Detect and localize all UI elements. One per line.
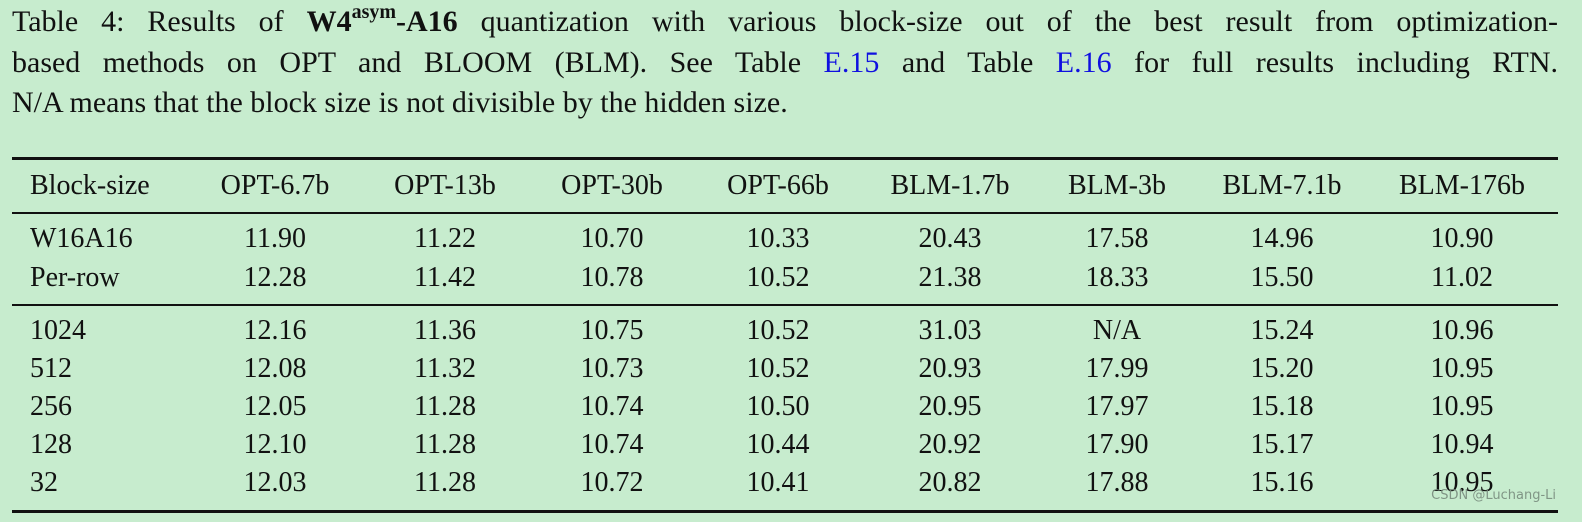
header-cell: OPT-66b [727, 170, 829, 201]
table-cell: 17.97 [1085, 391, 1149, 422]
caption-link[interactable]: E.15 [823, 46, 880, 79]
table-cell: 11.42 [414, 262, 476, 293]
caption-text: for full results including RTN. [1111, 46, 1559, 79]
caption-line: based methods on OPT and BLOOM (BLM). Se… [12, 43, 1558, 83]
table-cell: 20.82 [918, 467, 982, 498]
header-cell: BLM-3b [1068, 170, 1166, 201]
row-label: Per-row [30, 262, 120, 293]
table-cell: 18.33 [1085, 262, 1149, 293]
row-label: 1024 [30, 315, 86, 346]
row-label: 256 [30, 391, 72, 422]
header-cell: OPT-13b [394, 170, 496, 201]
table-cell: 11.36 [414, 315, 476, 346]
caption-text: and Table [879, 46, 1056, 79]
table-cell: 10.95 [1430, 391, 1494, 422]
table-cell: 10.72 [580, 467, 644, 498]
row-label: 32 [30, 467, 58, 498]
table-cell: 12.28 [243, 262, 307, 293]
header-cell: BLM-7.1b [1222, 170, 1342, 201]
table-cell: 31.03 [918, 315, 982, 346]
table-cell: 17.88 [1085, 467, 1149, 498]
caption-text: quantization with various block-size out… [457, 5, 1558, 38]
table-cell: 10.73 [580, 353, 644, 384]
table-cell: 20.43 [918, 223, 982, 254]
caption-text: Table 4: Results of [12, 5, 307, 38]
header-cell: Block-size [30, 170, 150, 201]
table-cell: 15.17 [1250, 429, 1314, 460]
table-cell: 12.10 [243, 429, 307, 460]
caption-bold: -A16 [396, 5, 458, 38]
row-label: W16A16 [30, 223, 133, 254]
table-cell: 10.52 [746, 315, 810, 346]
table-cell: 17.99 [1085, 353, 1149, 384]
header-cell: OPT-30b [561, 170, 663, 201]
table-cell: 17.58 [1085, 223, 1149, 254]
caption-bold: W4 [306, 5, 352, 38]
table-cell: 21.38 [918, 262, 982, 293]
table-cell: 10.75 [580, 315, 644, 346]
table-cell: 11.28 [414, 391, 476, 422]
table-cell: 10.74 [580, 429, 644, 460]
bottom-rule [12, 510, 1558, 513]
table-cell: 10.74 [580, 391, 644, 422]
table-cell: 20.92 [918, 429, 982, 460]
table-cell: 10.52 [746, 353, 810, 384]
table-cell: 12.08 [243, 353, 307, 384]
table-cell: 20.93 [918, 353, 982, 384]
table-cell: 15.50 [1250, 262, 1314, 293]
table-cell: 12.03 [243, 467, 307, 498]
header-cell: BLM-1.7b [890, 170, 1010, 201]
table-cell: 12.16 [243, 315, 307, 346]
row-label: 128 [30, 429, 72, 460]
caption-line: N/A means that the block size is not div… [12, 86, 788, 119]
table-cell: 10.52 [746, 262, 810, 293]
table-cell: N/A [1092, 315, 1142, 346]
row-label: 512 [30, 353, 72, 384]
table-cell: 11.90 [244, 223, 306, 254]
table-cell: 17.90 [1085, 429, 1149, 460]
mid-rule [12, 212, 1558, 214]
table-cell: 15.20 [1250, 353, 1314, 384]
caption-sup: asym [351, 1, 397, 23]
table-cell: 10.94 [1430, 429, 1494, 460]
table-cell: 10.41 [746, 467, 810, 498]
table-cell: 10.95 [1430, 467, 1494, 498]
table-cell: 10.78 [580, 262, 644, 293]
table-cell: 14.96 [1250, 223, 1314, 254]
table-cell: 15.24 [1250, 315, 1314, 346]
caption-line: Table 4: Results of W4asym-A16 quantizat… [12, 2, 1558, 42]
header-cell: BLM-176b [1399, 170, 1525, 201]
table-cell: 10.50 [746, 391, 810, 422]
watermark: CSDN @Luchang-Li [1431, 488, 1556, 503]
table-cell: 10.90 [1430, 223, 1494, 254]
top-rule [12, 157, 1558, 160]
caption-text: based methods on OPT and BLOOM (BLM). Se… [12, 46, 824, 79]
table-cell: 11.32 [414, 353, 476, 384]
table-cell: 10.44 [746, 429, 810, 460]
table-cell: 10.95 [1430, 353, 1494, 384]
header-cell: OPT-6.7b [220, 170, 330, 201]
table-cell: 10.96 [1430, 315, 1494, 346]
table-cell: 15.18 [1250, 391, 1314, 422]
table-cell: 11.28 [414, 467, 476, 498]
mid-rule [12, 304, 1558, 306]
table-cell: 10.70 [580, 223, 644, 254]
caption-link[interactable]: E.16 [1055, 46, 1112, 79]
table-cell: 15.16 [1250, 467, 1314, 498]
table-cell: 10.33 [746, 223, 810, 254]
table-cell: 20.95 [918, 391, 982, 422]
table-cell: 11.28 [414, 429, 476, 460]
table-cell: 12.05 [243, 391, 307, 422]
table-cell: 11.22 [414, 223, 476, 254]
table-cell: 11.02 [1431, 262, 1493, 293]
